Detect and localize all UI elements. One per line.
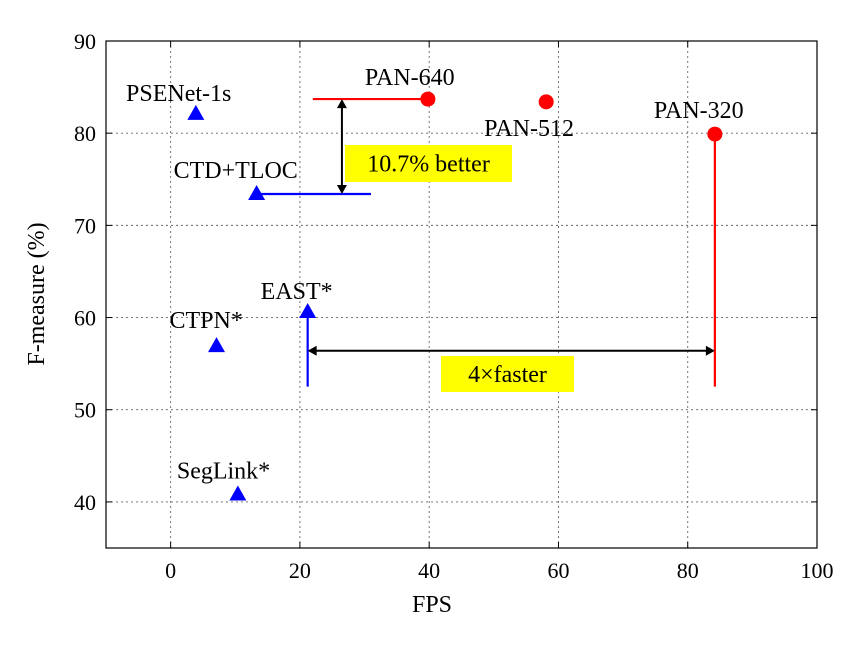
y-tick-label: 70	[74, 213, 96, 238]
annotations: 10.7% better 4×faster	[345, 145, 574, 392]
annotation-text: 4×faster	[468, 362, 547, 388]
triangle-marker	[187, 104, 205, 120]
arrow-head-down	[336, 185, 347, 195]
y-tick-label: 50	[74, 398, 96, 423]
x-tick-label: 80	[677, 558, 699, 583]
triangle-marker	[229, 485, 247, 501]
plot-frame	[105, 40, 818, 549]
x-tick-label: 100	[801, 558, 834, 583]
point-labels: PSENet-1s CTD+TLOC EAST* CTPN* SegLink* PAN-6…	[126, 65, 744, 484]
guide-lines	[256, 97, 716, 387]
circle-marker	[538, 94, 554, 110]
circle-marker	[707, 126, 723, 142]
y-tick-label: 40	[74, 490, 96, 515]
x-tick-label: 40	[418, 558, 440, 583]
x-tick-label: 60	[547, 558, 569, 583]
arrow-head-right	[705, 345, 715, 356]
triangle-marker	[299, 303, 317, 319]
point-label: PAN-320	[654, 98, 744, 124]
arrows	[307, 99, 715, 356]
arrow-head-up	[336, 99, 347, 109]
annotation-highlight	[441, 356, 574, 392]
grid	[106, 41, 817, 548]
point-label: PAN-640	[365, 65, 455, 91]
y-tick-label: 80	[74, 121, 96, 146]
y-tick-label: 90	[74, 29, 96, 54]
data-marks	[187, 91, 723, 501]
y-tick-label: 60	[74, 306, 96, 331]
triangle-marker	[208, 337, 226, 353]
x-tick-label: 20	[289, 558, 311, 583]
triangle-marker	[248, 185, 266, 201]
point-label: PSENet-1s	[126, 81, 231, 107]
x-axis-label: FPS	[412, 592, 452, 618]
point-label: EAST*	[261, 279, 333, 305]
x-tick-label: 0	[165, 558, 176, 583]
point-label: CTD+TLOC	[174, 158, 298, 184]
arrow-head-left	[307, 345, 317, 356]
y-axis-label: F-measure (%)	[24, 222, 50, 365]
point-label: PAN-512	[484, 116, 574, 142]
circle-marker	[420, 91, 436, 107]
annotation-text: 10.7% better	[367, 152, 490, 178]
axis-ticks: 0 20 40 60 80 100 40 50 60 70 80 90	[74, 29, 834, 583]
annotation-highlight	[345, 145, 512, 182]
point-label: SegLink*	[177, 459, 270, 485]
point-label: CTPN*	[170, 308, 243, 334]
